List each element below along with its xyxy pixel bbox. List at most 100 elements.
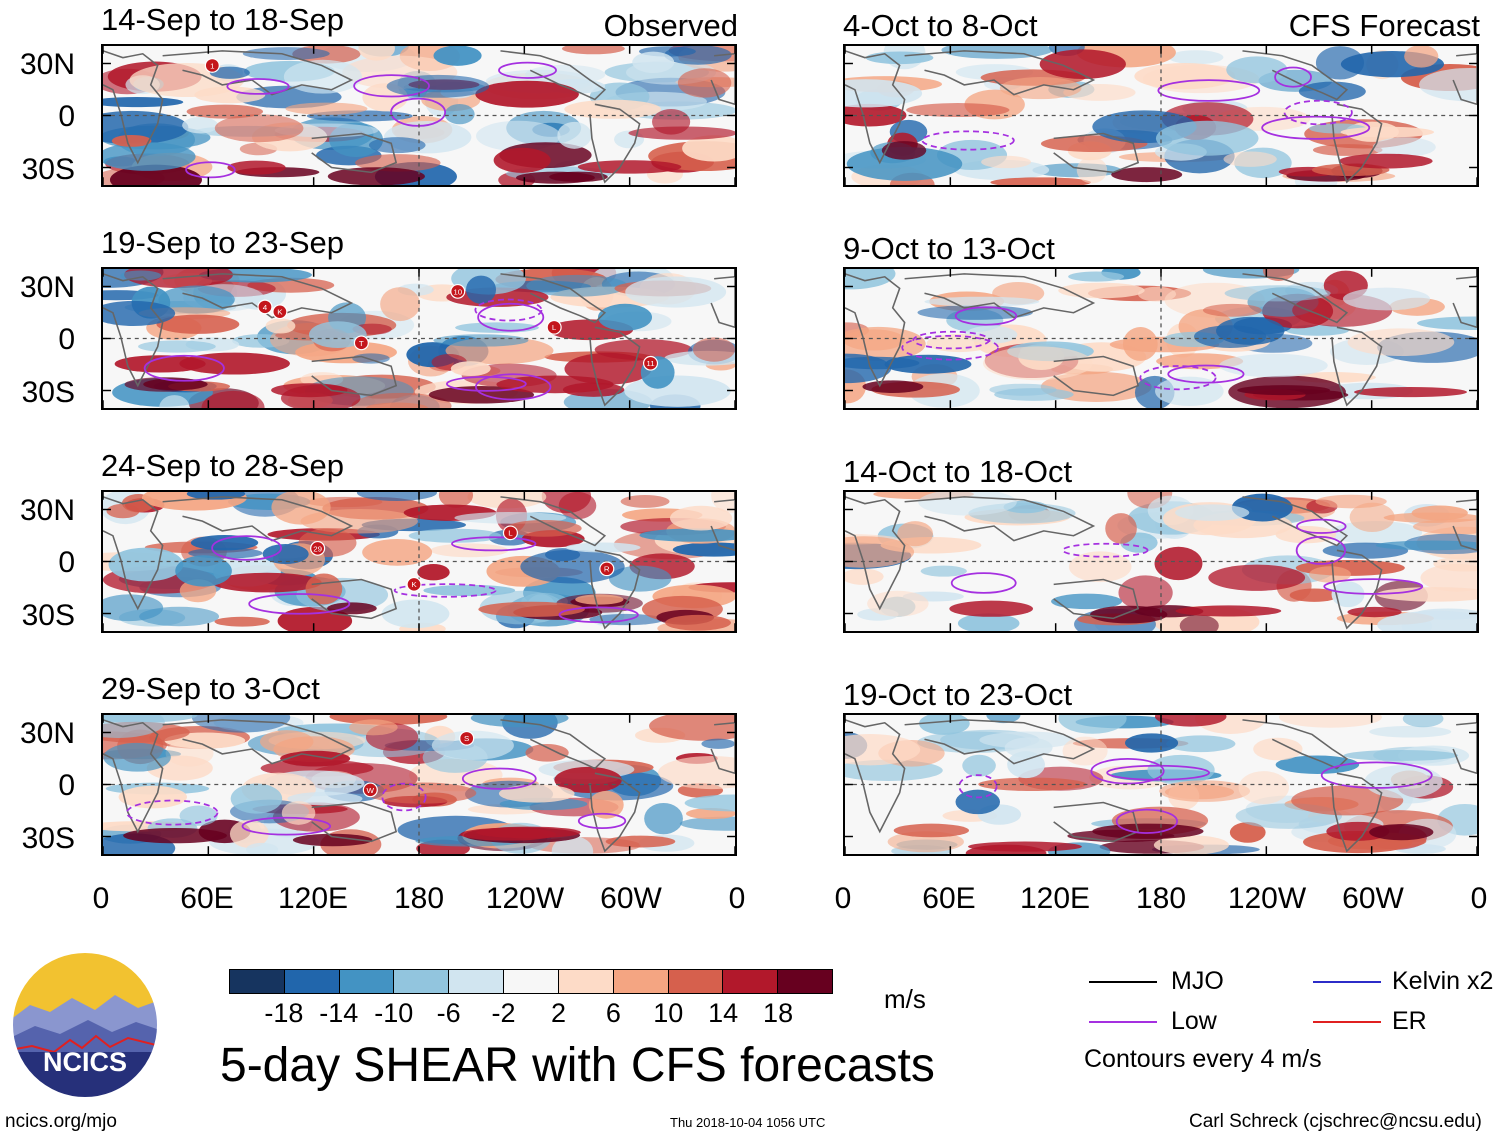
- low-contour: [474, 298, 543, 322]
- low-contour: [1295, 536, 1347, 565]
- shear-anomaly-blob: [327, 602, 377, 615]
- shear-anomaly-blob: [1118, 575, 1173, 611]
- map-panel-6: [843, 267, 1479, 410]
- colorbar-swatch-9: [723, 970, 779, 993]
- lon-label-60e: 60E: [922, 882, 976, 915]
- shear-anomaly-blob: [564, 99, 662, 119]
- shear-anomaly-blob: [380, 287, 421, 322]
- shear-anomaly-blob: [1153, 835, 1229, 854]
- coastline: [845, 50, 906, 165]
- shear-anomaly-blob: [1175, 605, 1282, 617]
- shear-anomaly-blob: [175, 555, 232, 587]
- coastline: [904, 496, 1096, 542]
- shear-anomaly-blob: [628, 126, 735, 140]
- shear-anomaly-blob: [605, 835, 676, 848]
- shear-anomaly-blob: [1226, 56, 1288, 84]
- lat-label-30s: 30S: [21, 153, 75, 186]
- shear-anomaly-blob: [470, 715, 569, 728]
- shear-anomaly-blob: [214, 114, 304, 143]
- lat-label-eq: 0: [58, 323, 75, 356]
- shear-anomaly-blob: [1364, 765, 1443, 799]
- shear-anomaly-blob: [558, 492, 597, 520]
- footer-url[interactable]: ncics.org/mjo: [5, 1111, 117, 1132]
- colorbar-label: 6: [605, 998, 621, 1028]
- shear-anomaly-blob: [1298, 81, 1366, 102]
- shear-anomaly-blob: [1353, 387, 1468, 398]
- shear-anomaly-blob: [103, 300, 176, 326]
- shear-anomaly-blob: [1402, 715, 1444, 728]
- shear-anomaly-blob: [1068, 551, 1132, 583]
- storm-marker: R: [599, 561, 615, 577]
- low-contour: [125, 799, 219, 826]
- legend-label-er: ER: [1392, 1007, 1427, 1035]
- shear-anomaly-blob: [242, 47, 330, 60]
- storm-marker: 29: [310, 540, 326, 556]
- lon-label-60w: 60W: [1342, 882, 1404, 915]
- shear-anomaly-blob: [111, 134, 152, 147]
- shear-anomaly-blob: [433, 334, 529, 347]
- map-panel-1: 1: [101, 44, 737, 187]
- colorbar-swatch-1: [284, 970, 340, 993]
- shear-anomaly-blob: [349, 719, 398, 736]
- coastline: [1452, 275, 1477, 329]
- shear-map-2: 4 T 10 L 11 K: [103, 269, 735, 408]
- shear-anomaly-blob: [430, 543, 509, 558]
- shear-anomaly-blob: [520, 549, 625, 584]
- storm-label: T: [359, 339, 364, 348]
- shear-anomaly-blob: [1159, 780, 1251, 802]
- coastline: [500, 496, 607, 547]
- coastline: [589, 103, 641, 184]
- storm-marker: L: [502, 525, 518, 541]
- shear-anomaly-blob: [1340, 126, 1434, 138]
- coastline: [1452, 52, 1477, 106]
- low-contour: [241, 816, 332, 836]
- coastline: [589, 326, 641, 407]
- lat-label-eq: 0: [58, 100, 75, 133]
- legend-line-kelvin: [1313, 981, 1381, 983]
- storm-label: S: [464, 734, 469, 743]
- shear-anomaly-blob: [1004, 737, 1053, 758]
- shear-anomaly-blob: [1193, 325, 1267, 349]
- footer-timestamp: Thu 2018-10-04 1056 UTC: [670, 1115, 826, 1130]
- shear-anomaly-blob: [1007, 751, 1045, 779]
- low-contour: [475, 373, 552, 401]
- shear-anomaly-blob: [292, 833, 373, 847]
- coastline: [1331, 772, 1383, 853]
- shear-anomaly-blob: [103, 715, 165, 738]
- shear-anomaly-blob: [920, 565, 967, 577]
- map-panel-2: 4 T 10 L 11 K: [101, 267, 737, 410]
- shear-anomaly-blob: [978, 777, 1087, 792]
- lon-label-120e: 120E: [1019, 882, 1091, 915]
- shear-anomaly-blob: [227, 160, 286, 175]
- low-contour: [381, 782, 427, 812]
- shear-anomaly-blob: [862, 380, 924, 394]
- shear-anomaly-blob: [1369, 725, 1452, 738]
- storm-label: 1: [210, 61, 214, 70]
- contours-note: Contours every 4 m/s: [1084, 1045, 1322, 1073]
- coastline: [103, 273, 164, 388]
- shear-anomaly-blob: [1413, 518, 1477, 535]
- shear-anomaly-blob: [1312, 144, 1383, 156]
- shear-anomaly-blob: [1404, 46, 1439, 68]
- storm-label: 29: [313, 544, 322, 553]
- shear-anomaly-blob: [1331, 581, 1365, 608]
- storm-marker: L: [546, 319, 562, 335]
- storm-label: 10: [453, 287, 462, 296]
- colorbar-swatch-7: [613, 970, 669, 993]
- lat-label-30n: 30N: [19, 48, 75, 81]
- shear-anomaly-blob: [1219, 353, 1328, 378]
- colorbar-swatch-3: [394, 970, 450, 993]
- shear-anomaly-blob: [949, 600, 1034, 617]
- shear-anomaly-blob: [577, 160, 682, 174]
- shear-anomaly-blob: [1122, 327, 1158, 361]
- shear-anomaly-blob: [381, 599, 450, 629]
- legend-line-mjo: [1089, 981, 1157, 983]
- legend-label-mjo: MJO: [1171, 967, 1224, 995]
- shear-anomaly-blob: [191, 715, 291, 733]
- shear-anomaly-blob: [1275, 755, 1360, 775]
- shear-map-8: [845, 715, 1477, 854]
- shear-anomaly-blob: [201, 390, 265, 408]
- low-contour: [390, 97, 447, 127]
- shear-anomaly-blob: [431, 730, 514, 761]
- shear-anomaly-blob: [1417, 316, 1477, 330]
